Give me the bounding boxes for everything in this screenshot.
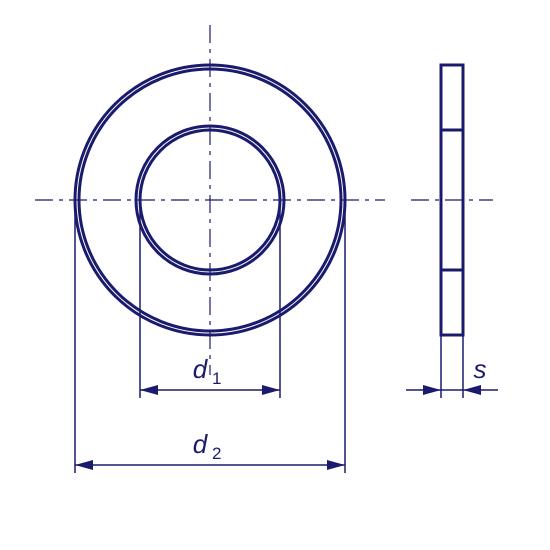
- label-d1: d1: [193, 354, 222, 388]
- svg-text:s: s: [474, 354, 487, 384]
- svg-text:d: d: [193, 429, 209, 459]
- svg-text:1: 1: [212, 369, 221, 388]
- label-d2: d2: [193, 429, 222, 463]
- washer-diagram: d1d2s: [0, 0, 550, 550]
- svg-text:2: 2: [212, 444, 221, 463]
- label-s: s: [474, 354, 487, 384]
- svg-text:d: d: [193, 354, 209, 384]
